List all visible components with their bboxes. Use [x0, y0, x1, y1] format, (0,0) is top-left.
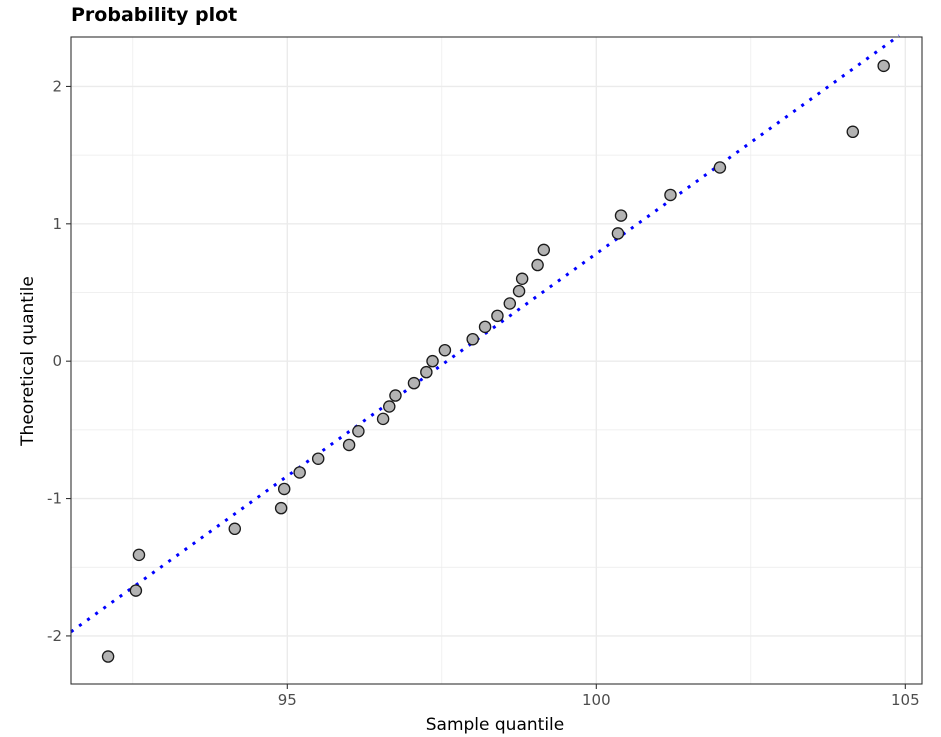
- points-layer: [101, 59, 890, 663]
- data-point: [537, 243, 551, 257]
- data-point: [478, 320, 492, 334]
- data-point: [129, 584, 143, 597]
- data-point: [611, 227, 625, 240]
- data-point: [512, 284, 526, 298]
- data-point: [376, 412, 390, 426]
- data-point: [293, 466, 306, 479]
- chart-title: Probability plot: [71, 4, 237, 26]
- data-point: [426, 354, 439, 368]
- y-tick-label: 2: [52, 77, 62, 95]
- data-point: [228, 522, 242, 536]
- data-point: [664, 188, 677, 202]
- y-tick-label: 1: [52, 215, 62, 233]
- data-point: [614, 209, 628, 222]
- minor-gridlines: [71, 37, 922, 684]
- reference-line-layer: [70, 34, 901, 634]
- data-point: [274, 501, 288, 515]
- major-gridlines: [71, 37, 922, 684]
- data-point: [311, 452, 325, 465]
- y-axis-ticks: -2 -1 0 1 2: [47, 77, 71, 645]
- data-point: [342, 438, 356, 452]
- data-point: [420, 365, 433, 379]
- data-point: [713, 161, 727, 174]
- x-axis-title: Sample quantile: [426, 715, 564, 735]
- data-point: [515, 272, 529, 286]
- y-tick-label: -1: [47, 490, 62, 508]
- data-point: [352, 424, 365, 438]
- panel-border: [70, 36, 923, 685]
- data-point: [132, 548, 146, 562]
- y-tick-label: -2: [47, 627, 62, 645]
- data-point: [389, 389, 402, 402]
- data-point: [438, 343, 452, 357]
- data-point: [491, 309, 504, 323]
- data-point: [466, 332, 479, 346]
- x-tick-label: 105: [891, 691, 920, 709]
- data-point: [407, 376, 421, 390]
- x-axis-ticks: 95 100 105: [278, 684, 920, 709]
- data-point: [503, 297, 517, 310]
- data-point: [877, 59, 890, 73]
- data-point: [531, 258, 544, 272]
- reference-line: [70, 34, 901, 634]
- data-point: [383, 400, 396, 413]
- y-tick-label: 0: [52, 352, 62, 370]
- data-point: [846, 125, 860, 139]
- data-point: [277, 482, 291, 496]
- x-tick-label: 95: [278, 691, 297, 709]
- x-tick-label: 100: [582, 691, 611, 709]
- y-axis-title: Theoretical quantile: [18, 276, 38, 447]
- data-point: [101, 650, 115, 663]
